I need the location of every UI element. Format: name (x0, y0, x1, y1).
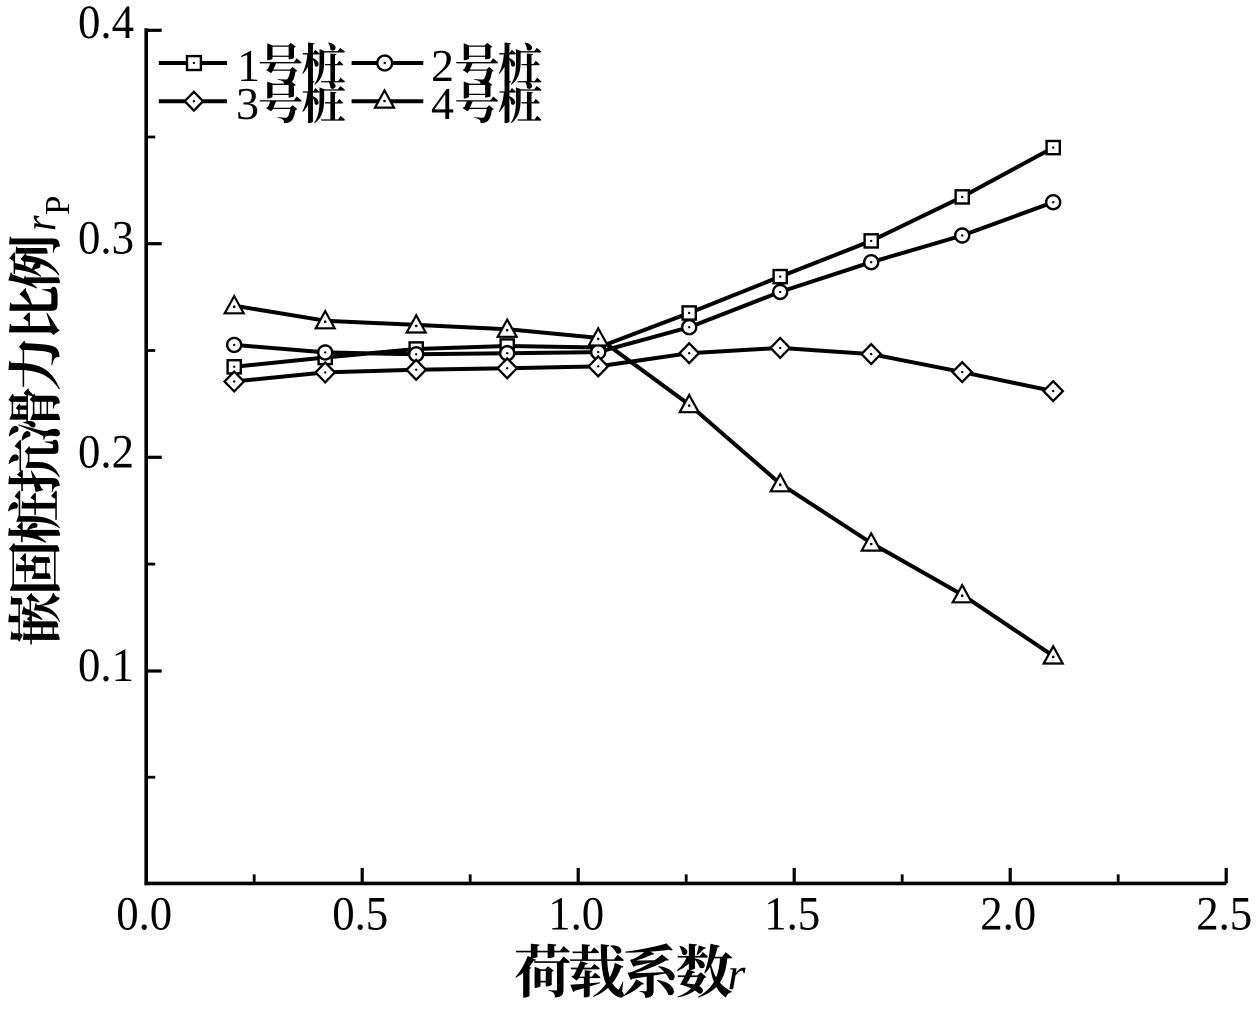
svg-text:P: P (38, 196, 77, 215)
svg-text:1.0: 1.0 (548, 888, 604, 940)
svg-text:4: 4 (431, 78, 454, 129)
svg-text:2.5: 2.5 (1196, 888, 1252, 940)
svg-text:0.5: 0.5 (332, 888, 388, 940)
svg-text:r: r (728, 948, 747, 999)
svg-text:0.1: 0.1 (78, 640, 134, 692)
svg-text:2: 2 (431, 40, 454, 91)
svg-text:2.0: 2.0 (980, 888, 1036, 940)
svg-text:1.5: 1.5 (764, 888, 820, 940)
svg-text:r: r (14, 215, 65, 231)
svg-text:0.3: 0.3 (78, 213, 134, 265)
svg-text:0.4: 0.4 (78, 0, 134, 49)
svg-text:0.0: 0.0 (116, 888, 172, 940)
svg-text:3: 3 (236, 78, 259, 129)
svg-text:1: 1 (237, 40, 260, 91)
svg-text:0.2: 0.2 (78, 427, 134, 479)
